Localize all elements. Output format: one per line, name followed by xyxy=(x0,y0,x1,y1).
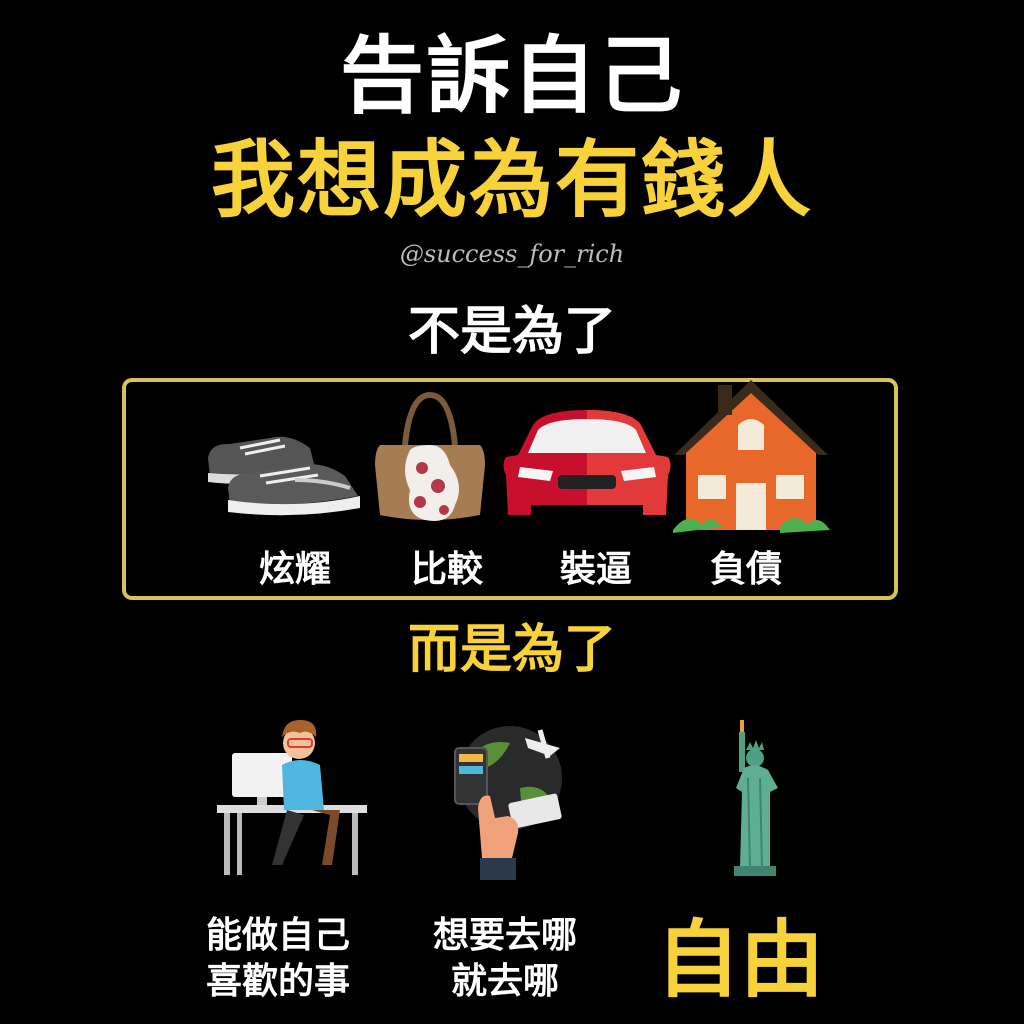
item-label-show-off: 炫耀 xyxy=(258,549,331,590)
item-label-debt: 負債 xyxy=(709,549,782,590)
but-for-heading: 而是為了 xyxy=(407,620,616,680)
title-line-1: 告訴自己 xyxy=(339,27,684,125)
title-line-2: 我想成為有錢人 xyxy=(210,131,813,229)
not-for-box xyxy=(122,378,898,600)
sneakers-icon xyxy=(208,436,360,516)
house-icon xyxy=(673,380,830,533)
watermark-handle: @success_for_rich xyxy=(399,240,625,268)
label-do-what-you-like-line1: 能做自己 xyxy=(205,915,350,956)
globe-travel-icon xyxy=(454,726,562,880)
person-at-computer-icon xyxy=(217,719,367,875)
label-go-anywhere-line1: 想要去哪 xyxy=(432,915,577,956)
not-for-heading: 不是為了 xyxy=(407,302,616,362)
item-label-pretend: 裝逼 xyxy=(559,549,632,590)
label-do-what-you-like-line2: 喜歡的事 xyxy=(205,961,350,1002)
handbag-icon xyxy=(375,391,485,521)
item-label-compare: 比較 xyxy=(410,549,483,590)
label-go-anywhere-line2: 就去哪 xyxy=(450,961,559,1002)
car-icon xyxy=(503,410,671,515)
label-freedom: 自由 xyxy=(655,911,824,1009)
statue-of-liberty-icon xyxy=(734,720,778,876)
